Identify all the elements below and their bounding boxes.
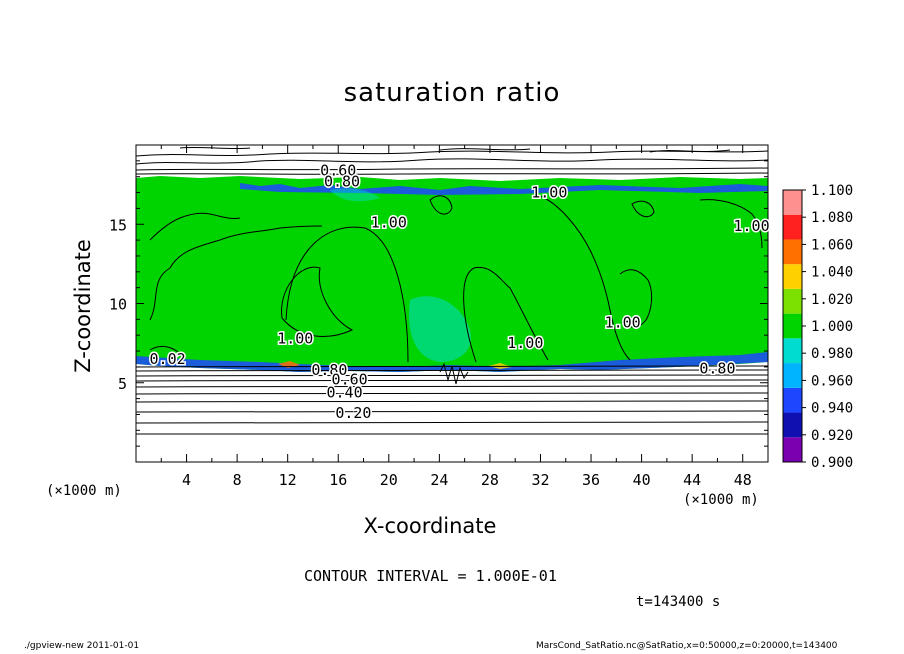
colorbar-level-label: 1.000 [811, 319, 853, 335]
y-tick-label: 15 [109, 216, 127, 234]
colorbar-level-label: 1.020 [811, 292, 853, 308]
contour-label: 0.80 [311, 361, 347, 379]
x-tick-label: 48 [734, 471, 752, 489]
colorbar-level-label: 1.060 [811, 237, 853, 253]
x-tick-label: 8 [233, 471, 242, 489]
cyan-patch [409, 296, 471, 362]
colorbar-swatch [783, 338, 802, 364]
colorbar-swatch [783, 288, 802, 314]
contour-label: 0.60 [320, 161, 356, 179]
x-tick-label: 36 [582, 471, 600, 489]
contour-label: 0.80 [699, 359, 735, 377]
x-axis-unit-right: (×1000 m) [683, 492, 759, 508]
y-tick-label: 10 [109, 296, 127, 314]
colorbar: 0.900 0.920 0.940 0.960 0.980 1.000 1.020 1.040… [782, 183, 853, 471]
time-label: t=143400 s [636, 594, 721, 610]
contour-label: 1.00 [531, 184, 567, 202]
contour-label: 1.00 [277, 329, 313, 347]
colorbar-level-label: 0.900 [811, 455, 853, 471]
x-tick-label: 28 [481, 471, 499, 489]
y-tick-label: 5 [118, 375, 127, 393]
x-tick-label: 44 [683, 471, 701, 489]
colorbar-swatch [783, 264, 802, 289]
x-axis-label: X-coordinate [363, 514, 497, 538]
contour-label: 0.80 [324, 172, 360, 190]
colorbar-swatch [783, 313, 802, 339]
colorbar-swatch [783, 214, 802, 240]
colorbar-swatch [783, 412, 802, 438]
colorbar-level-label: 0.920 [811, 428, 853, 444]
contour-label: 1.00 [605, 314, 641, 332]
colorbar-swatch [783, 363, 802, 388]
colorbar-level-label: 0.980 [811, 346, 853, 362]
colorbar-level-label: 1.040 [811, 265, 853, 281]
x-tick-label: 4 [182, 471, 191, 489]
contour-label: 0.60 [332, 371, 368, 389]
subsaturated-band-top [240, 183, 768, 195]
x-tick-label: 16 [329, 471, 347, 489]
x-tick-label: 20 [380, 471, 398, 489]
contour-label: 1.00 [371, 214, 407, 232]
contour-label: 0.02 [150, 350, 186, 368]
colorbar-swatch [783, 239, 802, 265]
colorbar-level-label: 1.100 [811, 183, 853, 199]
saturated-region [136, 176, 768, 372]
contour-label: 0.40 [326, 383, 362, 401]
contour-interval-label: CONTOUR INTERVAL = 1.000E-01 [304, 567, 557, 585]
contour-labels: 0.600.801.001.00 1.001.00 1.001.000.020.80… [148, 160, 771, 424]
x-tick-label: 40 [633, 471, 651, 489]
x-tick-label: 24 [430, 471, 448, 489]
footer-data-source: MarsCond_SatRatio.nc@SatRatio,x=0:50000,… [536, 641, 838, 651]
footer-program-info: ./gpview-new 2011-01-01 [24, 641, 140, 651]
colorbar-level-label: 0.940 [811, 401, 853, 417]
colorbar-level-label: 0.960 [811, 373, 853, 389]
x-tick-label: 12 [279, 471, 297, 489]
x-axis: 4 8 12 16 20 24 28 32 36 40 44 48 [160, 145, 752, 489]
contour-lines [136, 146, 768, 435]
contour-label: 1.00 [734, 217, 770, 235]
colorbar-swatch [783, 387, 802, 413]
colorbar-swatch [783, 437, 802, 462]
chart-title: saturation ratio [343, 78, 561, 108]
y-axis-label: Z-coordinate [71, 239, 95, 373]
colorbar-level-label: 1.080 [811, 210, 853, 226]
contour-label: 1.00 [507, 334, 543, 352]
cyan-patch [330, 188, 380, 202]
contour-label: 0.20 [335, 404, 371, 422]
colorbar-swatch [783, 190, 802, 215]
y-axis: 5 10 15 [109, 160, 768, 447]
x-axis-unit-left: (×1000 m) [46, 483, 122, 499]
x-tick-label: 32 [531, 471, 549, 489]
